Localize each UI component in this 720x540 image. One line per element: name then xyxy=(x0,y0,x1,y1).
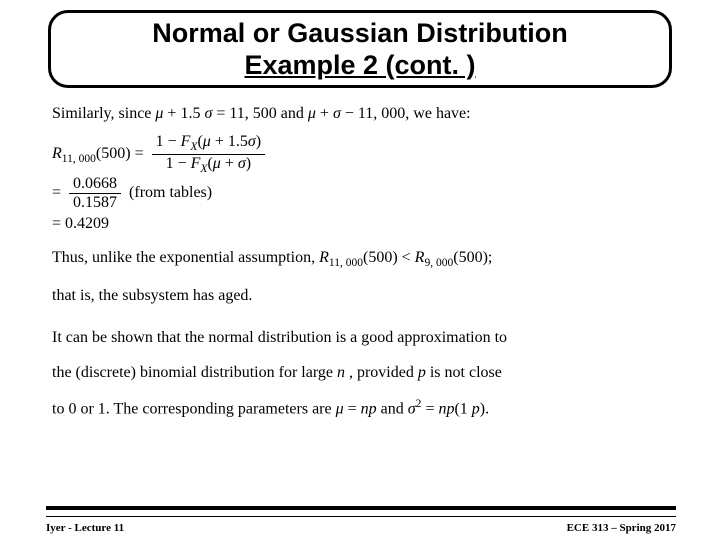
op-eq-3: = xyxy=(52,184,65,201)
text-params: to 0 or 1. The corresponding parameters … xyxy=(52,400,336,417)
op-eq-4: = xyxy=(52,215,65,232)
op-plus: + xyxy=(167,105,180,122)
text-thus: Thus, unlike the exponential assumption, xyxy=(52,249,319,266)
sym-n: n xyxy=(337,364,345,381)
sym-mu-b: μ xyxy=(213,155,221,172)
sym-p-2: p xyxy=(472,400,480,417)
op-minus: − xyxy=(345,105,358,122)
sym-mu: μ xyxy=(155,105,163,122)
arg-500-3: (500) xyxy=(453,249,488,266)
sym-sigma-a: σ xyxy=(248,133,256,150)
num-1587: 0.1587 xyxy=(69,193,121,212)
sym-sigma: σ xyxy=(204,105,212,122)
rpar-a: ) xyxy=(256,133,261,150)
title-line-2: Example 2 (cont. ) xyxy=(51,49,669,81)
fraction-fx: 1 − FX(μ + 1.5σ) 1 − FX(μ + σ) xyxy=(152,133,265,176)
text-provided: , provided xyxy=(349,364,418,381)
sym-np: np xyxy=(361,400,377,417)
semicolon: ; xyxy=(488,249,492,266)
fraction-numeric: 0.0668 0.1587 xyxy=(69,175,121,211)
op-plus-a: + xyxy=(211,133,228,150)
line-R-frac1: R11, 000(500) = 1 − FX(μ + 1.5σ) 1 − FX(… xyxy=(52,133,672,176)
footer-right: ECE 313 – Spring 2017 xyxy=(567,522,676,534)
arg-500-2: (500) xyxy=(363,249,398,266)
para2-line3: to 0 or 1. The corresponding parameters … xyxy=(52,396,672,422)
sym-np-2: np xyxy=(438,400,454,417)
para2-line2: the (discrete) binomial distribution for… xyxy=(52,361,672,386)
para2-line1: It can be shown that the normal distribu… xyxy=(52,326,672,351)
sym-mu-a: μ xyxy=(203,133,211,150)
op-plus-b: + xyxy=(221,155,238,172)
title-box: Normal or Gaussian Distribution Example … xyxy=(48,10,672,88)
text-1minus-b: 1 − xyxy=(166,155,191,172)
sub-11000-2: 11, 000 xyxy=(329,258,363,270)
text-and: and xyxy=(281,105,308,122)
text-from-tables: (from tables) xyxy=(129,184,212,201)
title-line-1: Normal or Gaussian Distribution xyxy=(51,17,669,49)
footer-left: Iyer - Lecture 11 xyxy=(46,522,124,534)
sub-11000: 11, 000 xyxy=(62,153,96,165)
text-notclose: is not close xyxy=(430,364,502,381)
line-similarly: Similarly, since μ + 1.5 σ = 11, 500 and… xyxy=(52,102,672,127)
num-1p5: 1.5 xyxy=(180,105,200,122)
sym-mu-2: μ xyxy=(308,105,316,122)
text-wehave: we have: xyxy=(413,105,470,122)
arg-500: (500) xyxy=(96,145,131,162)
sym-mu-c: μ xyxy=(336,400,344,417)
lpar-c: ( xyxy=(454,400,459,417)
sym-R-3: R xyxy=(415,249,425,266)
op-eq: = xyxy=(216,105,229,122)
num-11500: 11, 500 xyxy=(229,105,276,122)
slide-body: Similarly, since μ + 1.5 σ = 11, 500 and… xyxy=(52,102,672,422)
op-eq-5: = xyxy=(348,400,361,417)
text-binomial: the (discrete) binomial distribution for… xyxy=(52,364,337,381)
text-similarly: Similarly, since xyxy=(52,105,155,122)
text-1minus-a: 1 − xyxy=(156,133,181,150)
op-plus-2: + xyxy=(320,105,333,122)
num-4209: 0.4209 xyxy=(65,215,109,232)
sup-2: 2 xyxy=(416,398,422,410)
num-0668: 0.0668 xyxy=(69,175,121,193)
num-1p5-a: 1.5 xyxy=(228,133,248,150)
line-aged: that is, the subsystem has aged. xyxy=(52,284,672,309)
sym-R-2: R xyxy=(319,249,329,266)
num-11000: 11, 000, xyxy=(358,105,409,122)
op-eq-2: = xyxy=(135,145,148,162)
sym-F-b: F xyxy=(191,155,201,172)
sub-9000: 9, 000 xyxy=(424,258,453,270)
line-thus: Thus, unlike the exponential assumption,… xyxy=(52,246,672,273)
rpar-b: ) xyxy=(246,155,251,172)
op-lt: < xyxy=(402,249,415,266)
rpar-dot: ). xyxy=(480,400,489,417)
footer-rule-thin xyxy=(46,516,676,517)
footer-rule-thick xyxy=(46,506,676,510)
sym-R: R xyxy=(52,145,62,162)
sym-sigma-2: σ xyxy=(333,105,341,122)
slide: Normal or Gaussian Distribution Example … xyxy=(0,0,720,540)
sym-p: p xyxy=(418,364,426,381)
text-and-2: and xyxy=(381,400,408,417)
sym-F-a: F xyxy=(181,133,191,150)
line-result: = 0.4209 xyxy=(52,212,672,237)
sym-sigma-b: σ xyxy=(238,155,246,172)
sym-sigma-c: σ xyxy=(408,400,416,417)
op-eq-6: = xyxy=(425,400,438,417)
line-frac2: = 0.0668 0.1587 (from tables) xyxy=(52,175,672,211)
